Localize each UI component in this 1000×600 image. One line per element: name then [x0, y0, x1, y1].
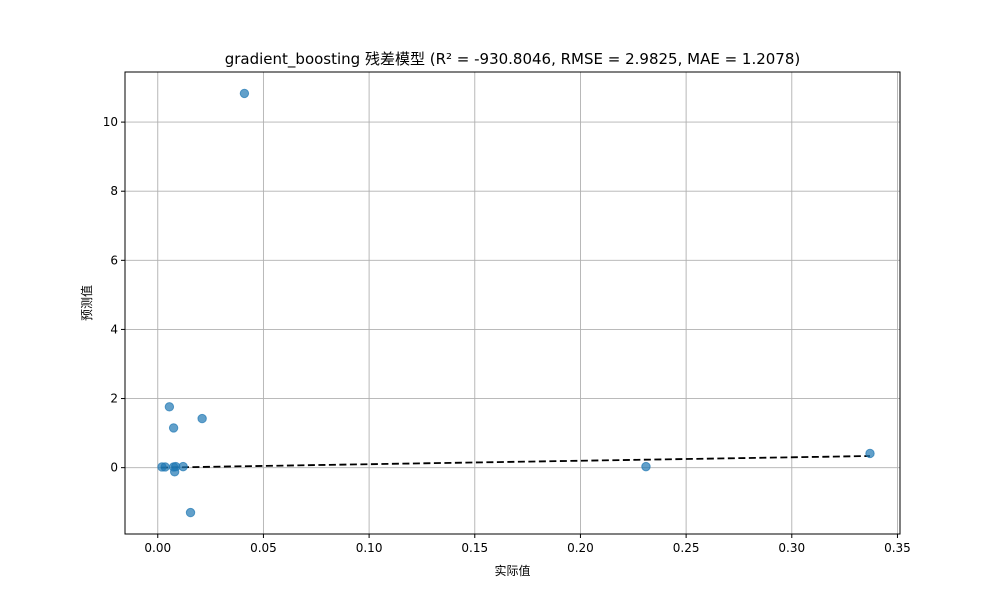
x-tick-label: 0.05 [250, 541, 277, 555]
x-axis-label: 实际值 [494, 563, 530, 578]
scatter-point [169, 467, 180, 477]
x-axis-ticks: 0.00 0.05 0.10 0.15 0.20 0.25 0.30 0.35 [144, 534, 911, 555]
x-tick-label: 0.20 [567, 541, 594, 555]
scatter-point [160, 462, 170, 472]
y-tick-label: 6 [110, 253, 118, 267]
y-tick-label: 0 [110, 461, 118, 475]
x-tick-label: 0.30 [778, 541, 805, 555]
x-tick-label: 0.00 [144, 541, 171, 555]
points-layer [157, 88, 875, 518]
scatter-point [168, 423, 179, 433]
y-tick-label: 8 [110, 184, 118, 198]
y-tick-label: 4 [110, 322, 118, 336]
x-tick-label: 0.35 [884, 541, 911, 555]
grid-layer [125, 72, 900, 534]
scatter-point [185, 507, 196, 518]
scatter-point [641, 461, 651, 472]
x-tick-label: 0.25 [673, 541, 700, 555]
scatter-point [239, 88, 250, 99]
chart-title: gradient_boosting 残差模型 (R² = -930.8046, … [225, 50, 801, 69]
x-tick-label: 0.10 [356, 541, 383, 555]
scatter-point [178, 461, 188, 472]
y-axis-label: 预测值 [79, 285, 94, 321]
scatter-point [197, 413, 207, 424]
scatter-point [865, 448, 875, 459]
reference-line-layer [160, 455, 871, 469]
y-tick-label: 2 [110, 392, 118, 406]
y-tick-label: 10 [103, 115, 118, 129]
y-axis-ticks: 0 2 4 6 8 10 [103, 115, 125, 475]
scatter-point [164, 402, 175, 412]
plot-area-frame [124, 71, 901, 535]
reference-line [160, 455, 871, 469]
x-tick-label: 0.15 [461, 541, 488, 555]
